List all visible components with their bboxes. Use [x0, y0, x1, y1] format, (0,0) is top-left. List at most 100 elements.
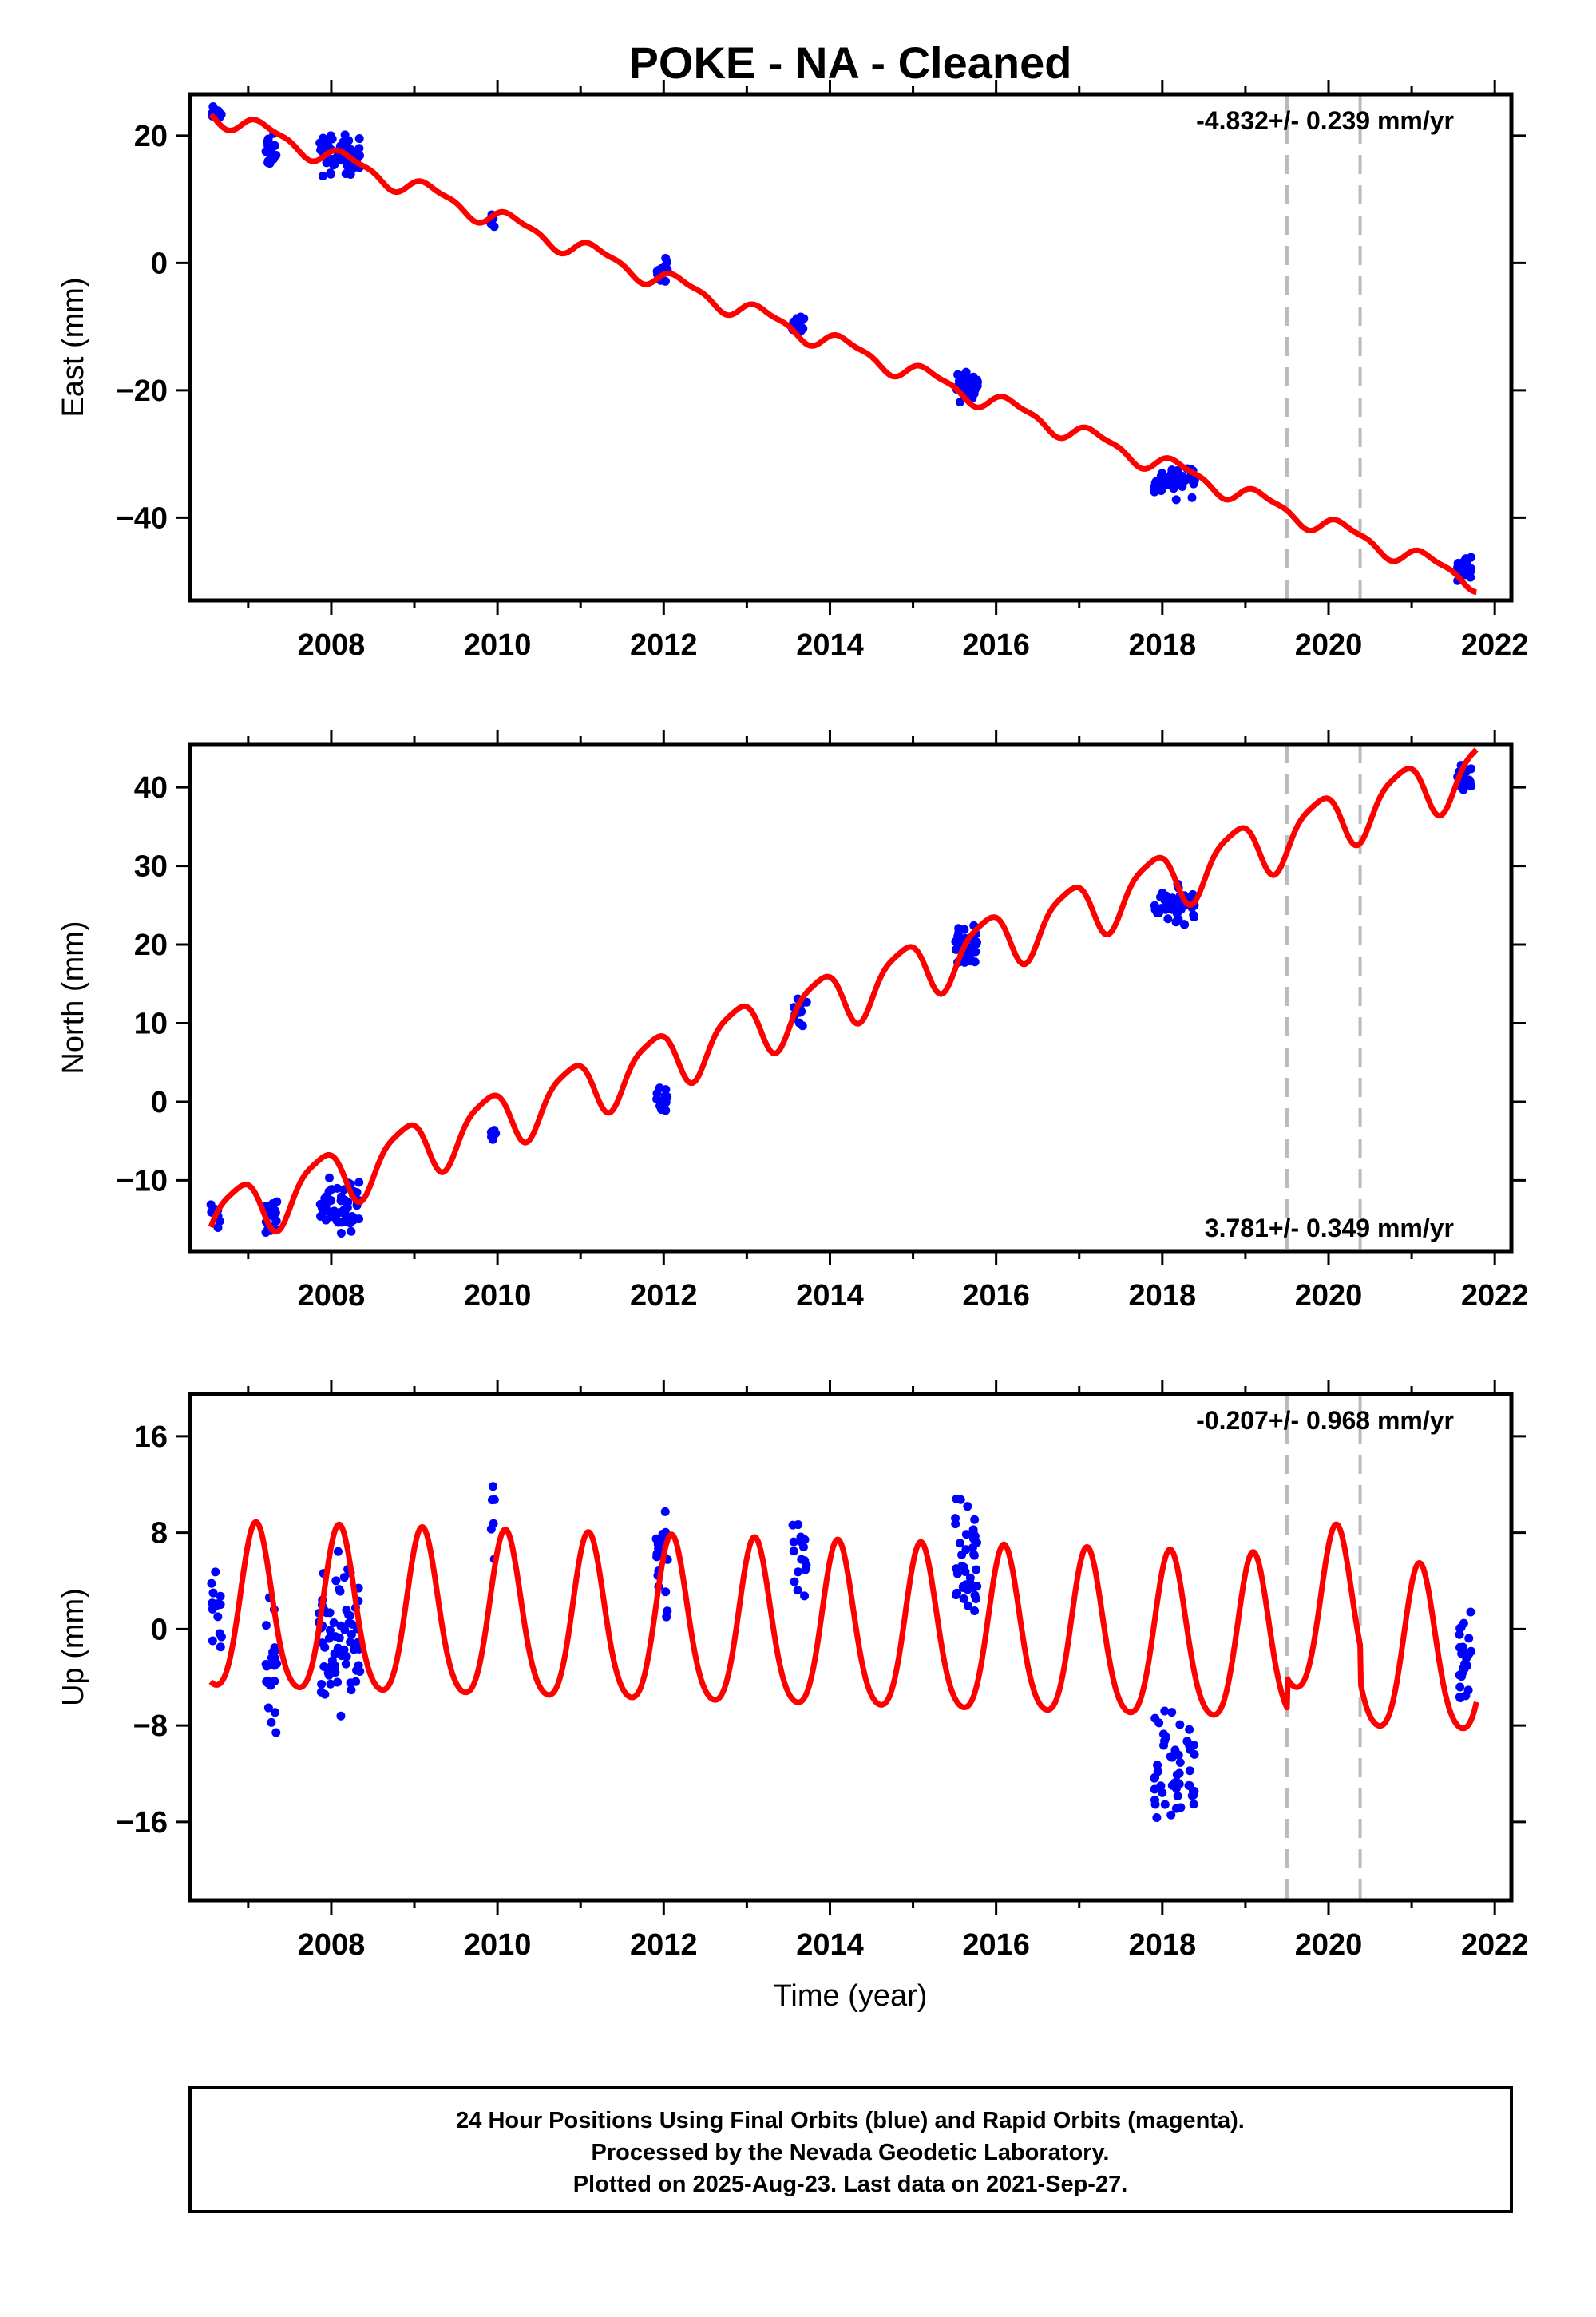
data-point	[793, 1567, 802, 1577]
data-point	[318, 172, 327, 181]
x-tick-label: 2016	[962, 1279, 1030, 1313]
data-point	[1189, 1800, 1198, 1809]
data-point	[956, 398, 965, 407]
data-point	[208, 1588, 218, 1598]
data-point	[327, 134, 337, 144]
data-point	[1161, 904, 1170, 913]
data-point	[213, 1612, 223, 1622]
data-point	[272, 1197, 282, 1206]
x-tick-label: 2012	[630, 628, 698, 662]
data-point	[1170, 1745, 1180, 1755]
x-tick-label: 2020	[1295, 1928, 1363, 1962]
data-point	[320, 1642, 330, 1652]
data-point	[488, 1482, 497, 1491]
data-point	[1169, 484, 1178, 493]
data-point	[346, 1678, 355, 1688]
data-point	[661, 254, 671, 263]
rate-label: 3.781+/- 0.349 mm/yr	[1205, 1214, 1454, 1242]
data-point	[1173, 1792, 1182, 1801]
data-point	[1464, 1634, 1474, 1643]
data-point	[1150, 1773, 1159, 1783]
data-point	[1455, 1630, 1464, 1639]
data-point	[207, 1578, 216, 1588]
data-point	[268, 1647, 278, 1657]
data-point	[336, 1711, 346, 1721]
data-point	[1459, 1618, 1468, 1628]
model-curve	[208, 1519, 1479, 1732]
data-point	[315, 138, 325, 148]
data-point	[1171, 495, 1181, 505]
data-point	[1466, 1607, 1475, 1617]
data-point	[267, 152, 277, 161]
data-point	[955, 1539, 964, 1548]
data-point	[962, 374, 972, 383]
plot-frame	[188, 92, 1514, 603]
x-tick-label: 2018	[1129, 1928, 1197, 1962]
y-tick-label: 0	[151, 1086, 168, 1119]
data-point	[340, 1625, 350, 1634]
data-point	[491, 1129, 501, 1139]
data-point	[324, 1670, 334, 1680]
y-tick-label: 16	[134, 1420, 168, 1454]
data-point	[655, 1083, 664, 1093]
data-point	[1154, 1718, 1164, 1728]
x-tick-label: 2020	[1295, 1279, 1363, 1313]
x-tick-label: 2012	[630, 1928, 698, 1962]
data-point	[334, 1218, 343, 1227]
data-point	[972, 1565, 981, 1574]
data-point	[1180, 920, 1190, 929]
y-tick-label: −16	[117, 1806, 168, 1840]
data-point	[1152, 908, 1162, 917]
data-point	[963, 1502, 972, 1511]
data-point	[1156, 1781, 1166, 1791]
data-point	[661, 1587, 671, 1597]
data-point	[340, 1210, 350, 1219]
y-tick-label: 20	[134, 929, 168, 962]
data-point	[1464, 1650, 1474, 1659]
data-point	[354, 144, 364, 153]
data-point	[319, 1662, 329, 1672]
data-point	[267, 1717, 276, 1727]
x-axis-label: Time (year)	[774, 1979, 928, 2013]
data-point	[316, 1200, 326, 1210]
data-point	[1160, 1800, 1170, 1809]
data-point	[327, 1661, 336, 1670]
x-tick-label: 2022	[1461, 628, 1529, 662]
data-point	[347, 1630, 356, 1639]
data-point	[211, 1567, 220, 1577]
data-point	[971, 1594, 980, 1603]
data-point	[1166, 469, 1176, 478]
data-point	[1150, 1800, 1160, 1809]
data-point	[1176, 1803, 1186, 1812]
data-point	[789, 1537, 798, 1547]
data-point	[343, 1203, 352, 1213]
data-point	[347, 1685, 356, 1695]
x-tick-label: 2022	[1461, 1928, 1529, 1962]
data-point	[1175, 1757, 1185, 1767]
data-point	[266, 1681, 275, 1690]
data-point	[212, 1599, 221, 1609]
data-point	[327, 1185, 336, 1194]
y-tick-label: 40	[134, 771, 168, 805]
data-point	[330, 160, 339, 169]
panel-up: 2008 2010 2012 2014 2016 2018 2020 2022 16 8 0 −8 −1…	[57, 1380, 1528, 1962]
rate-label: -4.832+/- 0.239 mm/yr	[1196, 106, 1454, 135]
data-point	[216, 1591, 225, 1601]
data-point	[969, 1550, 979, 1559]
data-point	[952, 1588, 962, 1598]
x-tick-label: 2010	[464, 1928, 532, 1962]
x-tick-label: 2016	[962, 1928, 1030, 1962]
x-tick-label: 2014	[796, 1279, 864, 1313]
footer-line-2: Processed by the Nevada Geodetic Laborat…	[592, 2140, 1110, 2165]
y-tick-label: −20	[117, 374, 168, 408]
data-point	[1457, 1672, 1467, 1681]
data-point	[1167, 1780, 1177, 1790]
data-point	[271, 1728, 281, 1737]
data-point	[798, 1021, 807, 1031]
data-point	[800, 1591, 810, 1601]
data-point	[1152, 1813, 1162, 1823]
data-point	[1178, 481, 1187, 491]
y-tick-label: 8	[151, 1517, 168, 1551]
data-point	[1158, 888, 1167, 897]
data-point	[341, 169, 350, 179]
